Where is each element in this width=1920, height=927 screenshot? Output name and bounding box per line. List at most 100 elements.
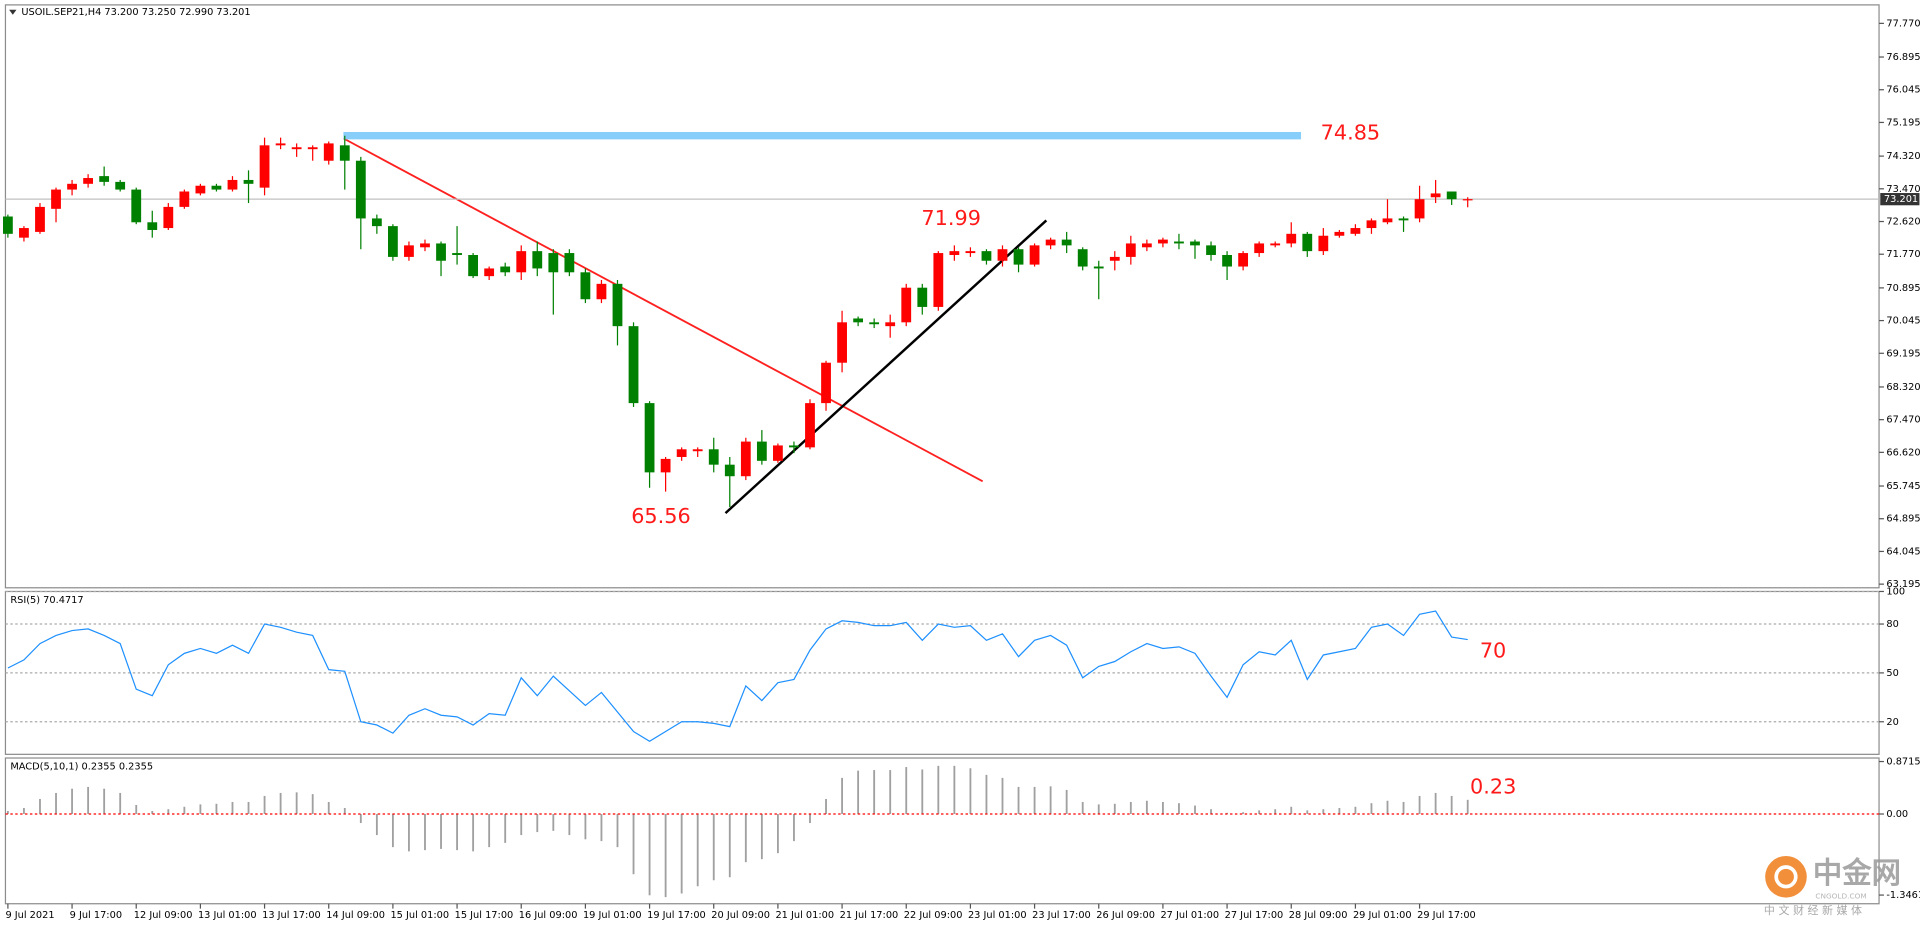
candle-body xyxy=(756,441,767,461)
menu-icon[interactable] xyxy=(9,9,17,15)
candle-body xyxy=(1077,249,1088,267)
y-tick-label: 74.320 xyxy=(1886,151,1920,162)
candle-body xyxy=(981,251,992,261)
x-tick-label: 15 Jul 17:00 xyxy=(455,910,514,921)
logo-ring xyxy=(1774,865,1798,889)
y-tick-label: 75.195 xyxy=(1886,117,1920,128)
candle-body xyxy=(901,287,912,323)
y-tick-label: 70.895 xyxy=(1886,283,1920,294)
candle-body xyxy=(1318,235,1329,252)
y-tick-label: 0.00 xyxy=(1886,809,1908,820)
candle-body xyxy=(564,253,575,273)
main-panel xyxy=(4,4,1880,589)
y-tick-label: 64.895 xyxy=(1886,514,1920,525)
y-tick-label: 66.620 xyxy=(1886,447,1920,458)
candle-body xyxy=(1013,249,1024,265)
candle-body xyxy=(580,272,591,300)
y-tick-label: 76.045 xyxy=(1886,85,1920,96)
x-tick-label: 13 Jul 01:00 xyxy=(198,910,257,921)
candle-body xyxy=(484,268,495,277)
candle-body xyxy=(2,216,13,234)
candle-body xyxy=(1045,239,1056,246)
candle-body xyxy=(243,179,254,184)
x-tick-label: 9 Jul 2021 xyxy=(5,910,54,921)
candle-body xyxy=(83,178,94,184)
y-tick-label: 0.8715 xyxy=(1886,757,1920,768)
candle-body xyxy=(837,322,847,363)
y-tick-label: 67.470 xyxy=(1886,415,1920,426)
candle-body xyxy=(51,189,61,209)
last-price-box xyxy=(1880,193,1920,206)
x-tick-label: 15 Jul 01:00 xyxy=(390,910,449,921)
candle-body xyxy=(291,147,302,150)
x-tick-label: 19 Jul 01:00 xyxy=(583,910,642,921)
candle-body xyxy=(1109,256,1120,261)
candle-body xyxy=(500,266,511,273)
candle-body xyxy=(1398,218,1409,221)
candle-body xyxy=(1141,243,1152,248)
candle-body xyxy=(1254,243,1265,254)
candle-body xyxy=(1446,191,1457,200)
x-tick-label: 23 Jul 17:00 xyxy=(1032,910,1091,921)
candle-body xyxy=(1125,243,1136,257)
candle-body xyxy=(708,449,719,465)
candle-body xyxy=(339,145,350,161)
candle-body xyxy=(805,403,815,448)
x-tick-label: 22 Jul 09:00 xyxy=(904,910,963,921)
x-tick-label: 21 Jul 17:00 xyxy=(840,910,899,921)
annotation: 70 xyxy=(1480,638,1506,662)
candle-body xyxy=(115,181,126,190)
candle-body xyxy=(452,253,462,255)
y-tick-label: 64.045 xyxy=(1886,546,1920,557)
brand: 中金网 xyxy=(1813,856,1901,890)
candle-body xyxy=(19,228,29,238)
candle-body xyxy=(692,449,703,452)
candle-body xyxy=(307,147,318,150)
candle-body xyxy=(227,179,238,190)
macd-header: MACD(5,10,1) 0.2355 0.2355 xyxy=(10,762,153,773)
y-tick-label: 63.195 xyxy=(1886,579,1920,590)
x-tick-label: 21 Jul 01:00 xyxy=(775,910,834,921)
y-tick-label: 65.745 xyxy=(1886,481,1920,492)
marks: 77.770 76.895 76.045 75.195 74.320 73.470 72.6… xyxy=(2,18,1920,921)
rsi-line xyxy=(7,610,1468,743)
candle-body xyxy=(1061,239,1072,246)
candle-body xyxy=(997,249,1008,261)
x-tick-label: 23 Jul 01:00 xyxy=(968,910,1027,921)
candle-body xyxy=(275,143,286,146)
candle-body xyxy=(468,254,479,277)
candle-body xyxy=(612,283,623,327)
candle-body xyxy=(1334,231,1345,236)
candle-body xyxy=(371,218,382,227)
candle-body xyxy=(773,445,783,461)
candle-body xyxy=(933,253,944,307)
x-tick-label: 13 Jul 17:00 xyxy=(262,910,321,921)
candle-body xyxy=(516,251,527,273)
candle-body xyxy=(420,243,430,248)
candle-body xyxy=(195,185,206,194)
candle-body xyxy=(1174,241,1184,244)
red-trendline xyxy=(342,137,984,483)
candle-body xyxy=(1414,199,1425,219)
candle-body xyxy=(1462,199,1473,201)
candle-body xyxy=(628,326,639,404)
candle-body xyxy=(1270,243,1281,246)
x-tick-label: 28 Jul 09:00 xyxy=(1289,910,1348,921)
candle-body xyxy=(660,458,671,473)
candle-body xyxy=(949,251,960,255)
candle-body xyxy=(388,226,398,257)
candle-body xyxy=(740,441,751,477)
candle-body xyxy=(147,222,158,230)
candle-body xyxy=(821,362,831,404)
x-tick-label: 16 Jul 09:00 xyxy=(519,910,578,921)
candle-body xyxy=(1158,239,1168,244)
candle-body xyxy=(1350,228,1361,234)
candle-body xyxy=(259,145,270,188)
candle-body xyxy=(404,245,414,257)
candle-body xyxy=(1366,220,1377,229)
candle-body xyxy=(917,287,928,307)
y-tick-label: 73.470 xyxy=(1886,184,1920,195)
candle-body xyxy=(869,322,880,325)
candle-body xyxy=(355,160,366,219)
